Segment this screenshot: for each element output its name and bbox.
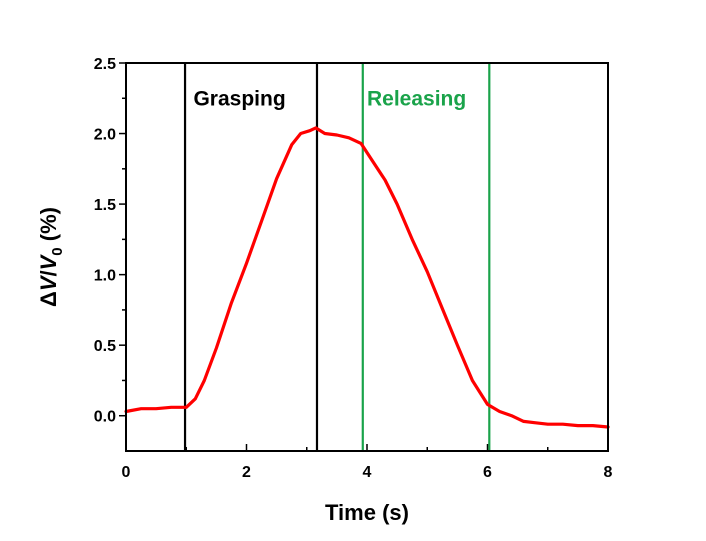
x-axis-title: Time (s) bbox=[325, 500, 409, 525]
x-tick-label: 6 bbox=[483, 464, 492, 481]
y-tick-label: 2.0 bbox=[94, 127, 116, 144]
y-tick-label: 1.5 bbox=[94, 197, 116, 214]
x-tick-label: 2 bbox=[242, 464, 251, 481]
annotations: Grasping Releasing bbox=[193, 87, 466, 110]
vertical-lines bbox=[183, 63, 491, 451]
x-tick-label: 0 bbox=[122, 464, 131, 481]
y-tick-label: 1.0 bbox=[94, 268, 116, 285]
x-tick-label: 8 bbox=[604, 464, 613, 481]
annotation-grasping: Grasping bbox=[193, 87, 285, 110]
axis-ticks bbox=[119, 62, 609, 451]
y-tick-label: 2.5 bbox=[94, 56, 116, 73]
series-line-1 bbox=[124, 126, 610, 429]
x-tick-label: 4 bbox=[363, 464, 372, 481]
annotation-releasing: Releasing bbox=[367, 87, 466, 110]
y-axis-title-slash: / bbox=[36, 270, 61, 276]
y-tick-label: 0.0 bbox=[94, 409, 116, 426]
y-axis-title: ΔV/V0 (%) bbox=[36, 207, 66, 307]
y-axis-title-subscript: 0 bbox=[49, 247, 66, 255]
y-tick-label: 0.5 bbox=[94, 338, 116, 355]
y-axis-title-v: V bbox=[36, 274, 61, 291]
series-layer bbox=[124, 126, 610, 429]
y-axis-title-unit: (%) bbox=[36, 207, 61, 247]
y-axis-title-delta: Δ bbox=[36, 291, 61, 307]
tick-labels: 0 2 4 6 8 0.0 0.5 1.0 1.5 2.0 2.5 bbox=[94, 56, 613, 481]
y-axis-title-v0: V bbox=[36, 253, 61, 270]
